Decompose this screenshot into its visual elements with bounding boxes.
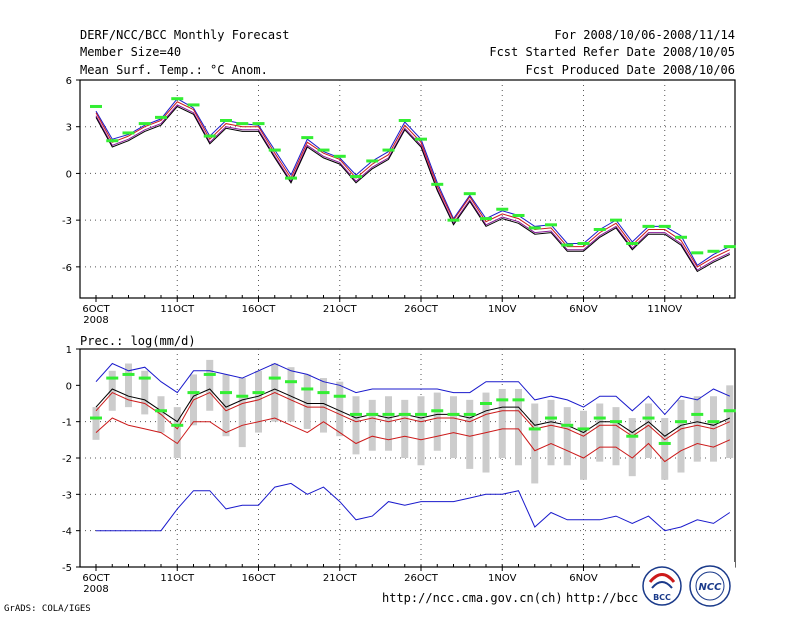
start-date-label: Fcst Started Refer Date 2008/10/05 (489, 45, 735, 59)
temp-bottom-line (95, 105, 731, 273)
panel-temperature: 6 3 0 -3 -6 6OCT 11OCT 16OCT 21OCT 26OCT 1NOV 6NOV 1… (62, 76, 736, 326)
precip-box (401, 399, 409, 458)
precip-title: Prec.: log(mm/d) (80, 334, 196, 348)
precip-box (466, 399, 474, 469)
x-tick-label: 21OCT (323, 304, 358, 315)
precip-box (498, 388, 506, 458)
bcc-logo-icon: BCC (642, 566, 682, 606)
precip-box (661, 418, 669, 480)
precip-box (352, 396, 360, 455)
y-tick-label: -3 (62, 490, 72, 501)
temp-mean-line (95, 101, 731, 268)
precip-box (385, 396, 392, 451)
precip-box (303, 374, 311, 429)
precip-box (417, 396, 425, 466)
temp-upper-line (95, 98, 731, 267)
precip-box (141, 370, 149, 415)
precip-box (336, 381, 344, 437)
plot-frame (79, 79, 736, 299)
x-tick-label: 16OCT (242, 573, 277, 584)
member-size-label: Member Size=40 (80, 45, 182, 59)
temp-lower-line (95, 104, 731, 271)
x-tick-label: 11NOV (647, 304, 682, 315)
precip-blue-upper-line (95, 362, 731, 416)
precip-box (450, 396, 457, 458)
chart-title: DERF/NCC/BCC Monthly Forecast (80, 28, 290, 42)
precip-box (320, 378, 327, 433)
y-tick-label: 0 (66, 169, 72, 180)
ncc-logo-icon: NCC (689, 565, 731, 607)
y-tick-label: 1 (66, 345, 72, 356)
ncc-link[interactable]: http://ncc.cma.gov.cn(ch) (382, 591, 563, 605)
variable-label: Mean Surf. Temp.: °C Anom. (80, 63, 268, 77)
y-tick-label: 3 (66, 123, 72, 134)
x-year-label: 2008 (83, 584, 108, 595)
precip-box (173, 407, 181, 458)
precip-box (368, 399, 376, 451)
precip-box (547, 399, 555, 466)
x-tick-label: 6NOV (569, 573, 598, 584)
precip-box (92, 407, 100, 440)
panel-precipitation: 1 0 -1 -2 -3 -4 -5 6OCT 11OCT 16OCT 21OCT 26OCT 1NOV… (62, 345, 736, 595)
precip-box (222, 374, 230, 437)
precip-red-mean-line (95, 391, 731, 441)
precip-box (206, 359, 214, 411)
precip-box (287, 367, 295, 422)
y-tick-label: -3 (62, 216, 72, 227)
x-tick-label: 1NOV (488, 304, 517, 315)
bcc-logo-text: BCC (653, 593, 671, 602)
forecast-period-label: For 2008/10/06-2008/11/14 (554, 28, 735, 42)
x-tick-label: 6OCT (82, 304, 110, 315)
precip-box (433, 392, 441, 451)
precip-red-lower-line (95, 417, 731, 463)
x-tick-label: 26OCT (404, 573, 439, 584)
x-tick-label: 6OCT (82, 573, 110, 584)
x-tick-label: 11OCT (160, 573, 195, 584)
produced-date-label: Fcst Produced Date 2008/10/06 (525, 63, 735, 77)
x-tick-label: 6NOV (569, 304, 598, 315)
precip-box (612, 407, 620, 466)
precip-box (125, 363, 132, 408)
y-tick-label: -6 (62, 263, 72, 274)
grads-credit: GrADS: COLA/IGES (4, 604, 91, 614)
precip-box (693, 396, 701, 462)
x-tick-label: 11OCT (160, 304, 195, 315)
y-tick-label: -5 (62, 563, 72, 574)
precip-box (580, 410, 587, 480)
y-tick-label: 6 (66, 76, 72, 87)
precip-black-mean-line (95, 388, 731, 437)
y-tick-label: 0 (66, 381, 72, 392)
logos: BCC NCC (640, 562, 735, 612)
x-tick-label: 16OCT (242, 304, 277, 315)
bcc-link[interactable]: http://bcc. (566, 591, 646, 605)
x-tick-label: 26OCT (404, 304, 439, 315)
ncc-logo-text: NCC (698, 582, 722, 593)
precip-box (255, 370, 262, 433)
x-tick-label: 1NOV (488, 573, 517, 584)
x-tick-label: 21OCT (323, 573, 358, 584)
precip-box (596, 403, 604, 462)
precip-box (677, 399, 685, 473)
precip-box (563, 407, 571, 466)
precip-box (238, 378, 246, 448)
y-tick-label: -1 (62, 418, 72, 429)
precip-blue-lower-line (96, 482, 731, 532)
precip-box (531, 403, 539, 484)
precip-box (628, 418, 636, 477)
x-year-label: 2008 (83, 315, 108, 326)
precip-box (515, 388, 522, 466)
precip-box (108, 370, 116, 411)
y-tick-label: -4 (62, 527, 72, 538)
y-tick-label: -2 (62, 454, 72, 465)
precip-box (645, 403, 652, 458)
